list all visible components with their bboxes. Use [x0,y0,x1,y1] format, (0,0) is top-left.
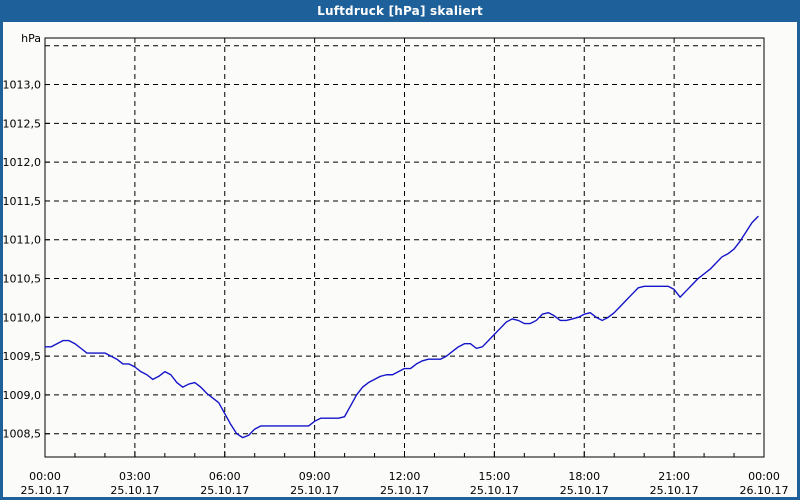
x-axis-time-label: 09:00 [299,470,331,483]
axis-ticks [44,84,765,457]
page-title: Luftdruck [hPa] skaliert [317,4,483,18]
x-axis-date-label: 25.10.17 [560,484,609,497]
x-axis-date-label: 25.10.17 [200,484,249,497]
x-axis-date-label: 25.10.17 [470,484,519,497]
y-axis-labels: 1008,5 1009,0 1009,5 1010,0 1010,5 1011,0 1011… [3,79,41,441]
x-axis-labels: 00:0025.10.1703:0025.10.1706:0025.10.170… [21,470,789,497]
y-axis-tick-label: 1013,0 [3,79,41,92]
y-axis-tick-label: 1010,0 [3,311,41,324]
x-axis-time-label: 06:00 [209,470,241,483]
y-axis-unit-label: hPa [21,32,41,45]
pressure-line-chart: 1008,5 1009,0 1009,5 1010,0 1010,5 1011,0 1011… [3,32,789,497]
window-title-bar: Luftdruck [hPa] skaliert [0,0,800,22]
x-axis-date-label: 25.10.17 [290,484,339,497]
x-axis-time-label: 18:00 [568,470,600,483]
y-axis-tick-label: 1008,5 [3,428,41,441]
x-axis-date-label: 26.10.17 [740,484,789,497]
x-axis-date-label: 25.10.17 [110,484,159,497]
x-axis-time-label: 00:00 [748,470,780,483]
y-axis-tick-label: 1011,0 [3,234,41,247]
y-axis-tick-label: 1012,0 [3,156,41,169]
x-axis-date-label: 25.10.17 [650,484,699,497]
plot-frame [44,37,765,458]
y-axis-tick-label: 1010,5 [3,273,41,286]
y-axis-tick-label: 1011,5 [3,195,41,208]
x-axis-time-label: 15:00 [479,470,511,483]
x-axis-date-label: 25.10.17 [380,484,429,497]
x-axis-date-label: 25.10.17 [21,484,70,497]
x-axis-time-label: 21:00 [658,470,690,483]
y-axis-tick-label: 1009,5 [3,350,41,363]
x-axis-time-label: 12:00 [389,470,421,483]
y-axis-tick-label: 1009,0 [3,389,41,402]
pressure-series-line [44,215,759,439]
x-axis-time-label: 00:00 [29,470,61,483]
y-axis-tick-label: 1012,5 [3,117,41,130]
x-axis-time-label: 03:00 [119,470,151,483]
chart-canvas: 1008,5 1009,0 1009,5 1010,0 1010,5 1011,0 1011… [3,22,797,497]
grid-lines [45,38,764,457]
